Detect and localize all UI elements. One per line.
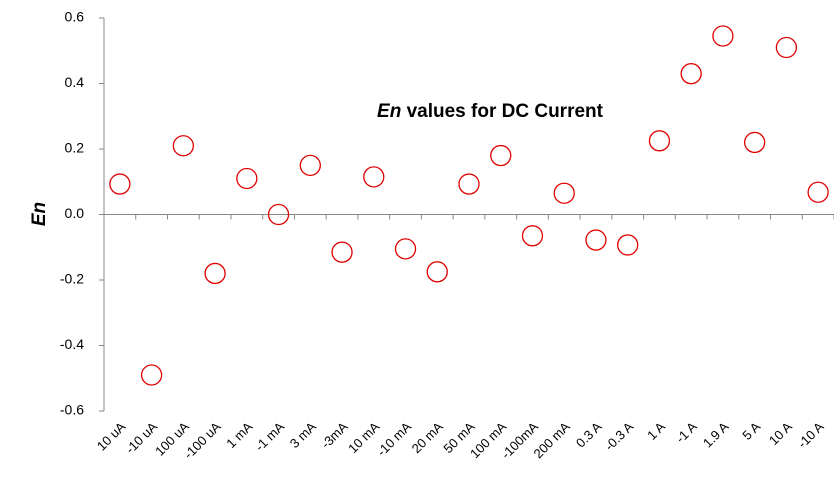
x-tick-label: -10 A — [795, 419, 827, 451]
marker — [426, 261, 448, 283]
y-axis-label: En — [29, 202, 50, 226]
marker — [648, 130, 671, 152]
x-tick-label: -1 A — [673, 419, 700, 446]
marker — [172, 135, 194, 157]
chart-title: En values for DC Current — [377, 101, 604, 122]
x-tick-label: -10 mA — [374, 419, 414, 459]
title-emphasis: En — [377, 101, 401, 122]
marker — [553, 182, 575, 204]
marker — [363, 166, 385, 188]
marker — [299, 154, 321, 177]
marker — [267, 203, 290, 226]
x-tick-label: 1 A — [644, 419, 668, 443]
x-tick-label: 1 mA — [223, 419, 255, 451]
marker — [331, 241, 353, 263]
x-tick-label: 10 A — [766, 419, 795, 448]
y-tick-label: 0.4 — [65, 74, 85, 90]
x-tick-label: 1.9 A — [700, 419, 732, 451]
y-tick-label: 0.2 — [65, 140, 85, 156]
y-tick-label: -0.4 — [60, 336, 84, 352]
marker — [109, 173, 131, 195]
marker — [712, 25, 734, 47]
title-text: values for DC Current — [407, 101, 604, 122]
marker — [585, 229, 607, 251]
marker — [744, 131, 766, 154]
y-tick-label: -0.6 — [60, 402, 84, 418]
y-tick-label: -0.2 — [60, 271, 84, 287]
x-tick-label: 3 mA — [287, 419, 319, 451]
marker — [680, 63, 702, 85]
marker — [775, 36, 798, 59]
x-tick-label: 0.3 A — [573, 419, 605, 451]
marker — [490, 144, 512, 167]
marker — [394, 238, 417, 260]
x-tick-label: 200 mA — [530, 419, 573, 462]
x-tick-label: 5 A — [739, 419, 763, 443]
marker — [204, 262, 226, 285]
marker — [140, 364, 163, 386]
marker — [458, 173, 480, 195]
marker — [617, 234, 639, 256]
x-tick-label: -1 mA — [252, 419, 287, 454]
marker — [807, 181, 829, 203]
y-tick-label: 0.6 — [65, 9, 85, 25]
x-tick-label: -0.3 A — [602, 419, 637, 454]
marker — [236, 167, 258, 190]
x-tick-label: 20 mA — [409, 419, 446, 456]
marker — [521, 225, 544, 247]
y-tick-label: 0.0 — [65, 205, 85, 221]
